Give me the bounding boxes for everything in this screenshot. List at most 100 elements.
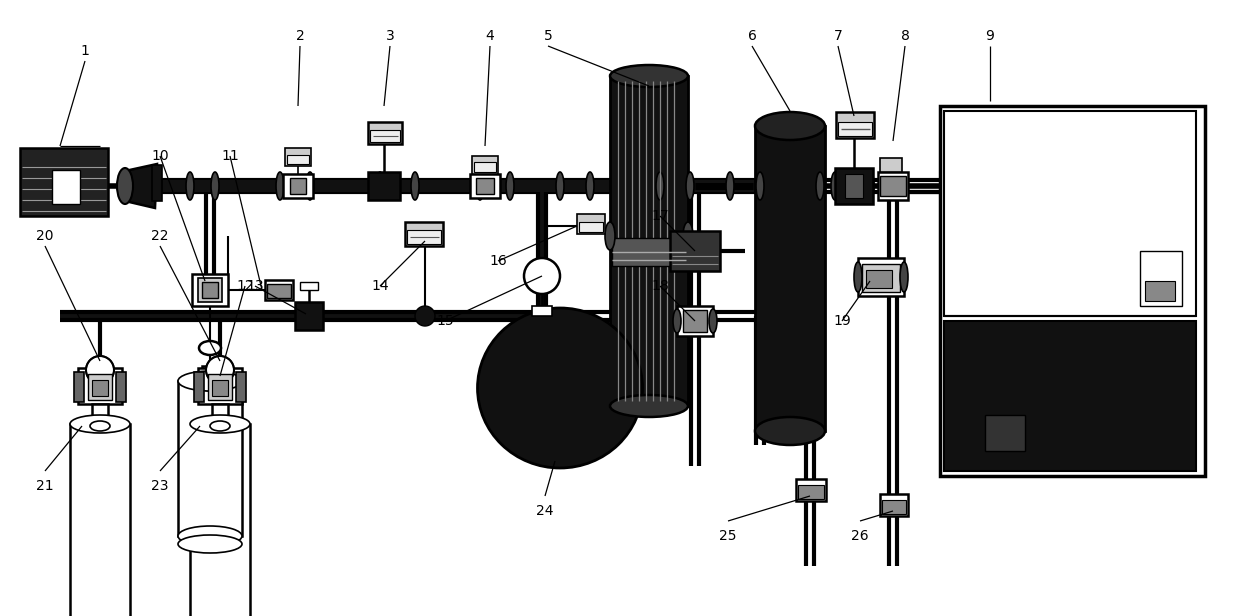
Ellipse shape (306, 172, 314, 200)
Bar (78, 368, 122, 404)
Text: 17: 17 (651, 209, 668, 223)
Text: 12: 12 (236, 279, 254, 293)
Bar (610, 76, 688, 406)
Ellipse shape (410, 172, 419, 200)
Text: 25: 25 (719, 529, 737, 543)
Text: 14: 14 (371, 279, 389, 293)
Bar (153, 165, 162, 201)
Bar (20, 148, 108, 216)
Ellipse shape (709, 309, 717, 333)
Ellipse shape (854, 262, 862, 292)
Circle shape (525, 258, 560, 294)
Ellipse shape (892, 172, 899, 200)
Ellipse shape (179, 371, 242, 391)
Ellipse shape (186, 172, 193, 200)
Ellipse shape (683, 222, 693, 250)
Bar (1140, 251, 1182, 306)
Ellipse shape (755, 417, 825, 445)
Text: 23: 23 (151, 479, 169, 493)
Bar (940, 106, 1205, 476)
Text: 13: 13 (247, 279, 264, 293)
Bar (985, 415, 1025, 451)
Ellipse shape (376, 172, 384, 200)
Text: 16: 16 (489, 254, 507, 268)
Ellipse shape (477, 308, 642, 468)
Bar (370, 130, 401, 142)
Bar (944, 111, 1197, 316)
Bar (202, 366, 218, 386)
Ellipse shape (556, 172, 564, 200)
Bar (265, 280, 293, 300)
Ellipse shape (211, 172, 219, 200)
Ellipse shape (506, 172, 515, 200)
Bar (267, 284, 291, 298)
Ellipse shape (756, 172, 764, 200)
Bar (69, 424, 130, 616)
Bar (405, 222, 443, 246)
Bar (670, 231, 720, 271)
Text: 4: 4 (486, 29, 495, 43)
Text: 24: 24 (536, 504, 554, 518)
Bar (192, 274, 228, 306)
Bar (286, 155, 309, 164)
Bar (202, 282, 218, 298)
Text: 20: 20 (36, 229, 53, 243)
Ellipse shape (117, 168, 133, 204)
Ellipse shape (198, 341, 221, 355)
Text: 11: 11 (221, 149, 239, 163)
Bar (532, 306, 552, 316)
Ellipse shape (816, 172, 825, 200)
Text: 15: 15 (436, 314, 454, 328)
Ellipse shape (673, 309, 681, 333)
Bar (88, 374, 112, 400)
Bar (193, 372, 205, 402)
Bar (295, 302, 322, 330)
Bar (799, 485, 825, 499)
Bar (878, 172, 908, 200)
Text: 8: 8 (900, 29, 909, 43)
Text: 5: 5 (543, 29, 552, 43)
Text: 18: 18 (651, 279, 668, 293)
Bar (858, 258, 904, 296)
Ellipse shape (610, 65, 688, 87)
Ellipse shape (587, 172, 594, 200)
Bar (835, 168, 873, 204)
Text: 7: 7 (833, 29, 842, 43)
Bar (944, 321, 1197, 471)
Bar (368, 172, 401, 200)
Bar (472, 156, 498, 174)
Ellipse shape (605, 222, 615, 250)
Bar (52, 170, 81, 204)
Text: 19: 19 (833, 314, 851, 328)
Bar (613, 238, 686, 266)
Bar (285, 148, 311, 166)
Bar (190, 424, 250, 616)
Bar (862, 264, 900, 292)
Ellipse shape (91, 421, 110, 431)
Ellipse shape (900, 262, 908, 292)
Bar (577, 214, 605, 234)
Bar (290, 178, 306, 194)
Ellipse shape (755, 112, 825, 140)
Bar (880, 158, 901, 172)
Text: 10: 10 (151, 149, 169, 163)
Bar (92, 380, 108, 396)
Ellipse shape (179, 526, 242, 546)
Bar (208, 374, 232, 400)
Bar (74, 372, 84, 402)
Bar (300, 282, 317, 290)
Ellipse shape (686, 172, 694, 200)
Text: 3: 3 (386, 29, 394, 43)
Polygon shape (125, 164, 157, 208)
Bar (880, 176, 906, 196)
Bar (579, 222, 603, 232)
Text: 22: 22 (151, 229, 169, 243)
Bar (538, 192, 546, 466)
Bar (1145, 281, 1176, 301)
Ellipse shape (69, 415, 130, 433)
Ellipse shape (277, 172, 284, 200)
Ellipse shape (476, 172, 484, 200)
Bar (677, 306, 713, 336)
Ellipse shape (210, 421, 229, 431)
Text: 1: 1 (81, 44, 89, 58)
